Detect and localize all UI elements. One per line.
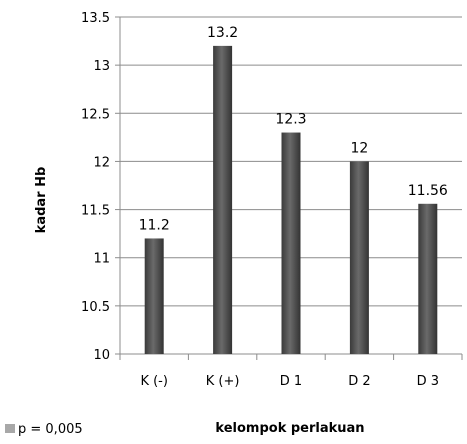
x-tick-label: K (-) xyxy=(140,374,168,389)
x-axis-title: kelompok perlakuan xyxy=(215,421,364,436)
y-tick-label: 10.5 xyxy=(81,300,110,315)
data-label: 11.56 xyxy=(408,183,448,199)
y-tick-label: 13 xyxy=(93,59,110,74)
x-tick-label: K (+) xyxy=(206,374,240,389)
x-tick-label: D 1 xyxy=(280,374,302,389)
y-tick-label: 10 xyxy=(93,348,110,363)
data-label: 12.3 xyxy=(275,112,306,128)
y-tick-label: 13.5 xyxy=(81,11,110,26)
x-tick-label: D 2 xyxy=(348,374,370,389)
data-label: 11.2 xyxy=(139,217,170,233)
y-tick-label: 11.5 xyxy=(81,204,110,219)
labels: 10 10.5 11 11.5 12 12.5 13 13.5 11.2 K (-) 13.2 K (… xyxy=(81,11,448,389)
bar xyxy=(213,45,233,355)
y-tick-label: 12.5 xyxy=(81,107,110,122)
bar xyxy=(418,203,438,354)
x-tick-label: D 3 xyxy=(417,374,439,389)
data-label: 13.2 xyxy=(207,25,238,41)
y-tick-label: 11 xyxy=(93,252,110,267)
bar xyxy=(281,132,301,354)
legend-label: p = 0,005 xyxy=(18,422,83,437)
data-label: 12 xyxy=(350,140,368,156)
bar xyxy=(144,238,164,354)
bar xyxy=(349,161,369,354)
bars xyxy=(144,45,438,355)
legend-swatch xyxy=(5,424,15,433)
y-tick-label: 12 xyxy=(93,155,110,170)
y-axis-title: kadar Hb xyxy=(34,167,49,234)
